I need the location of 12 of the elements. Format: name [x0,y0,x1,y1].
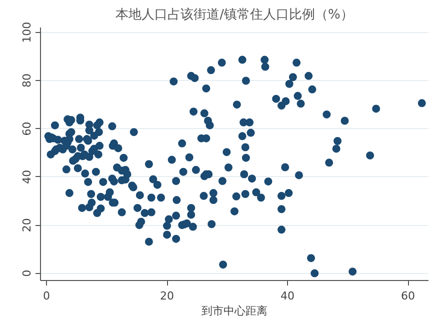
y-tick-label: 60 [20,122,34,136]
x-tick-label: 60 [401,290,416,302]
x-tick-label: 40 [280,290,295,302]
y-tick-label: 20 [20,218,34,232]
x-tick-label: 0 [43,290,50,302]
y-tick-label: 40 [20,170,34,184]
x-axis-title: 到市中心距离 [202,304,268,318]
y-tick-label: 100 [20,22,34,43]
x-tick-label: 20 [160,290,174,302]
y-tick-label: 0 [20,270,34,277]
y-tick-label: 80 [20,74,34,88]
chart-title: 本地人口占该街道/镇常住人口比例（%） [116,6,354,22]
